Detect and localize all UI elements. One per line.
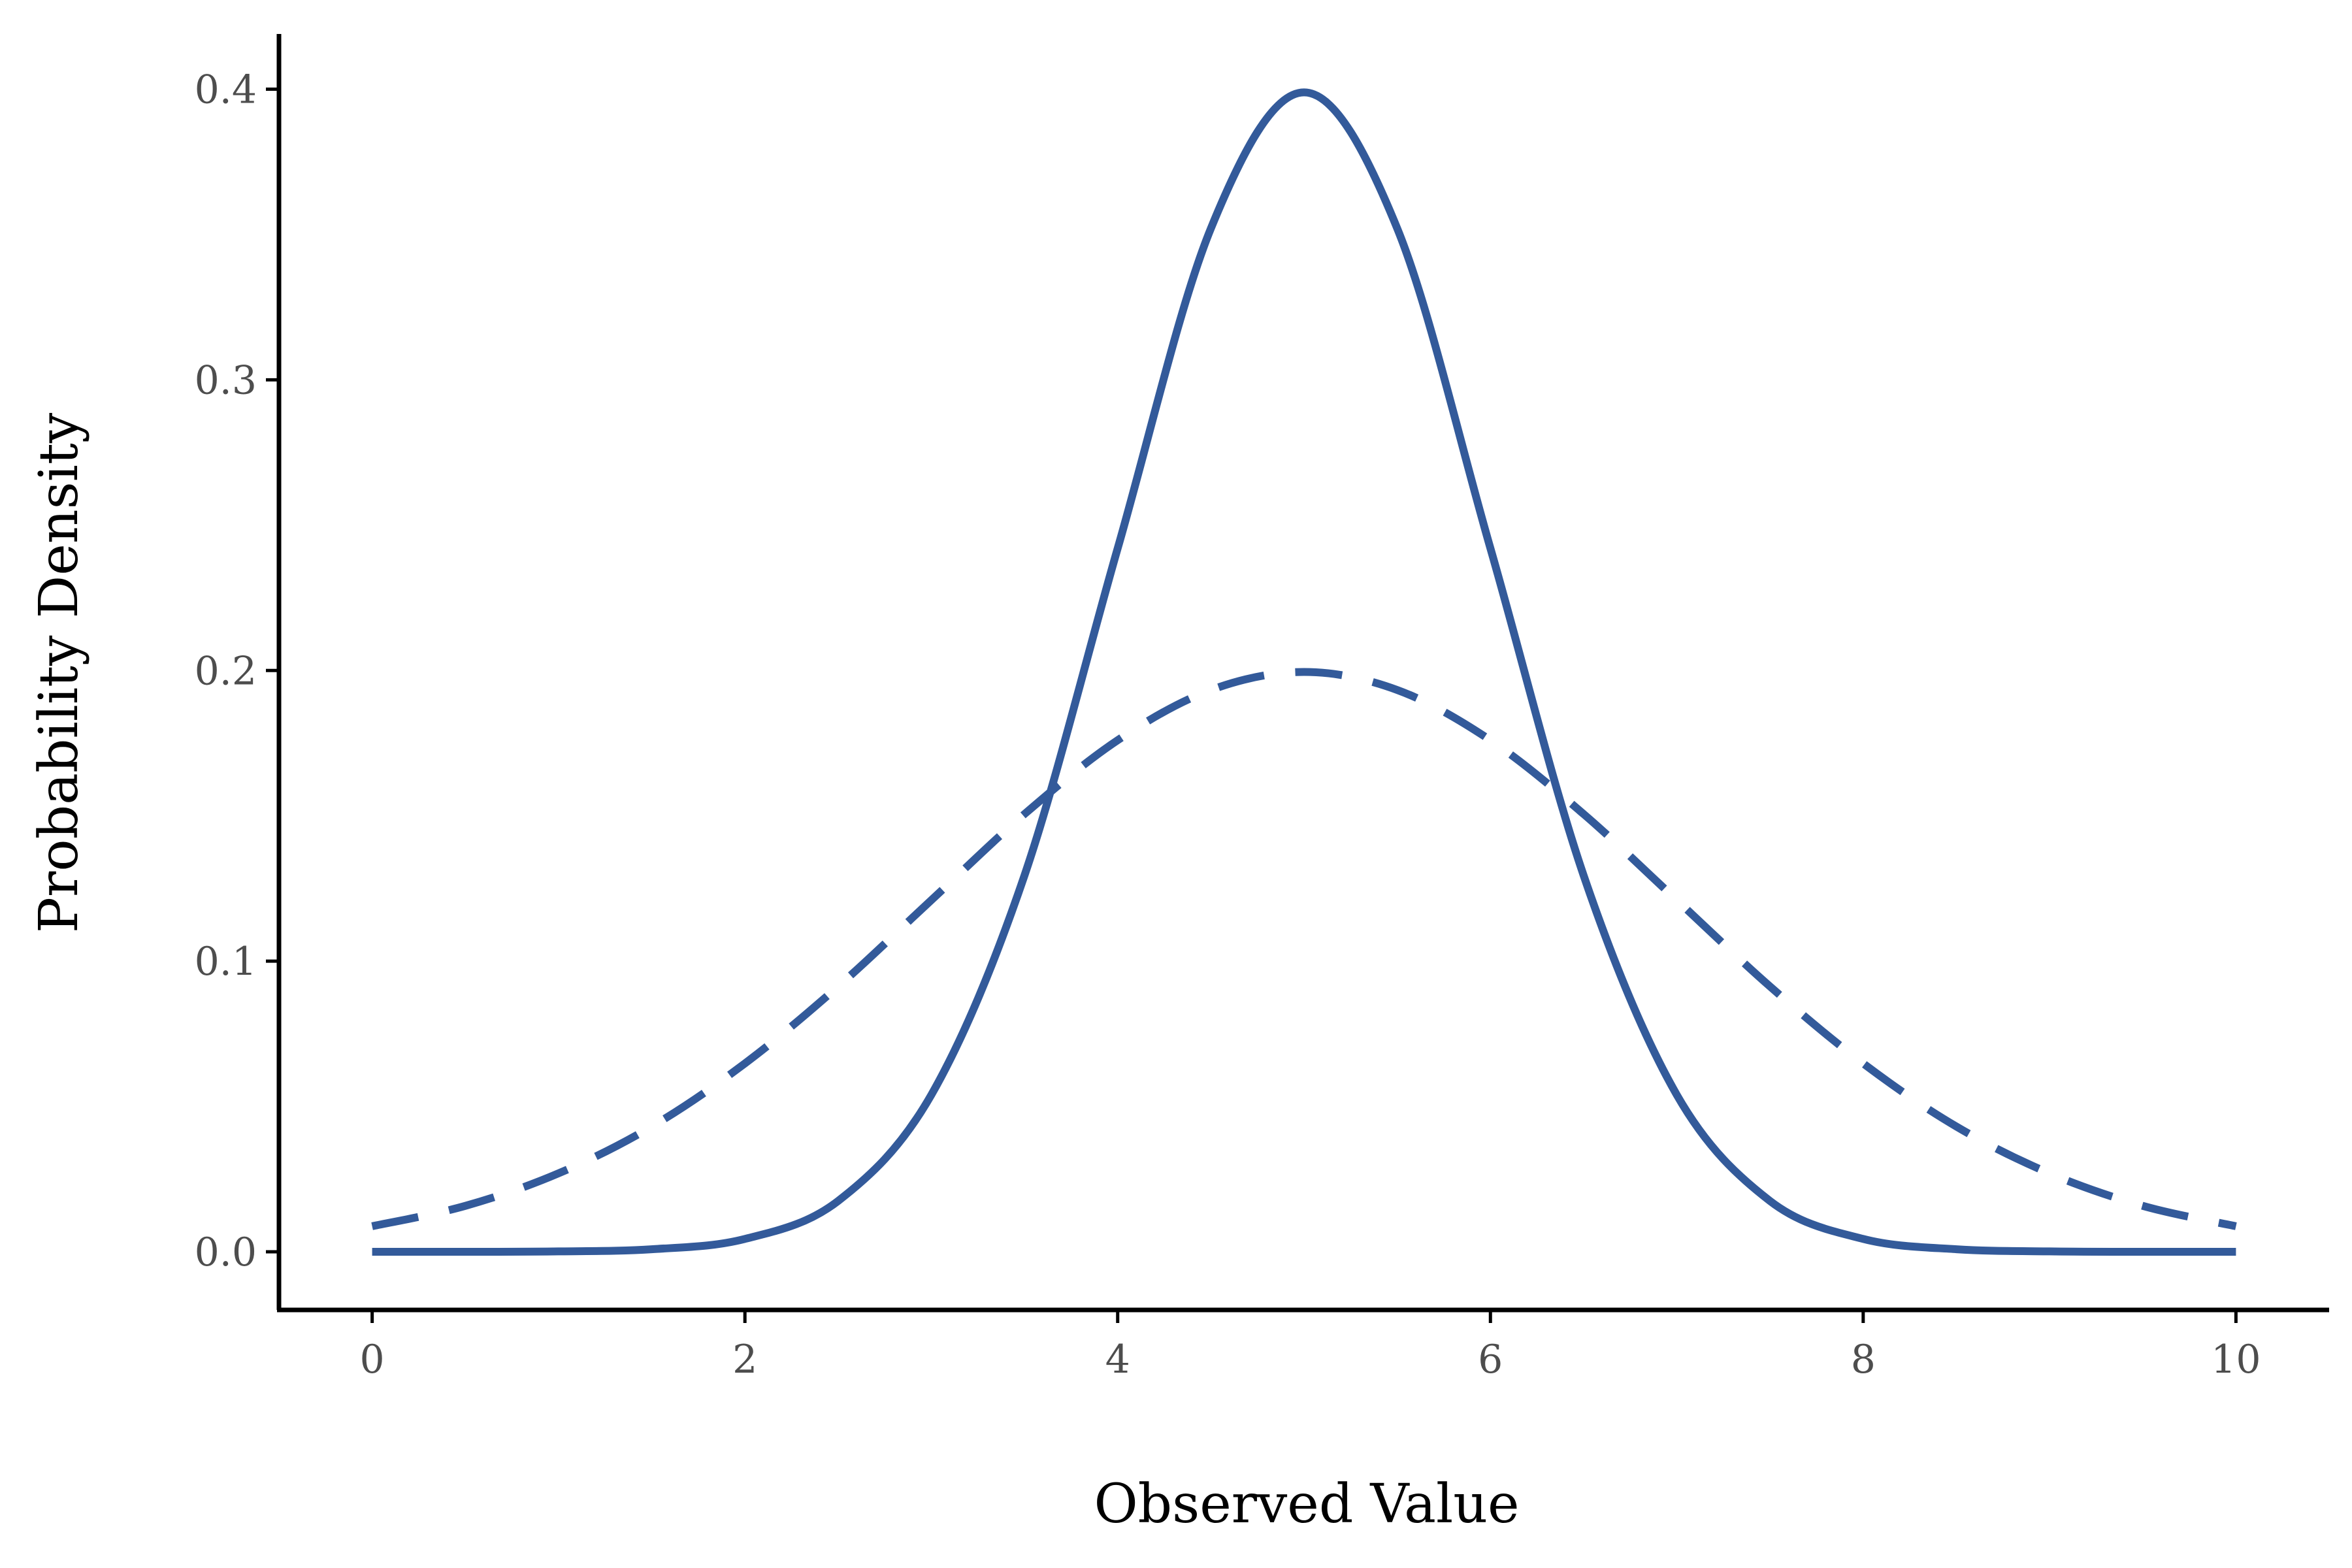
x-tick-label: 4 (1105, 1337, 1130, 1382)
x-tick-label: 6 (1478, 1337, 1503, 1382)
y-tick-label: 0.1 (195, 939, 257, 985)
axes-layer: 0 2 4 6 8 10 0.0 0.1 0.2 0.3 0.4 (195, 34, 2329, 1382)
series-layer (371, 88, 2237, 1256)
x-tick-label: 10 (2211, 1337, 2261, 1382)
y-tick-label: 0.0 (195, 1230, 257, 1275)
x-tick-label: 2 (732, 1337, 757, 1382)
x-axis-title: Observed Value (1094, 1473, 1519, 1535)
y-axis-title: Probability Density (28, 412, 90, 933)
y-tick-label: 0.4 (195, 67, 257, 113)
x-tick-label: 0 (360, 1337, 385, 1382)
series-line-solid (372, 88, 2236, 1256)
y-tick-label: 0.2 (195, 648, 257, 694)
y-tick-label: 0.3 (195, 357, 257, 403)
x-tick-label: 8 (1851, 1337, 1876, 1382)
series-line-dashed (371, 668, 2237, 1230)
